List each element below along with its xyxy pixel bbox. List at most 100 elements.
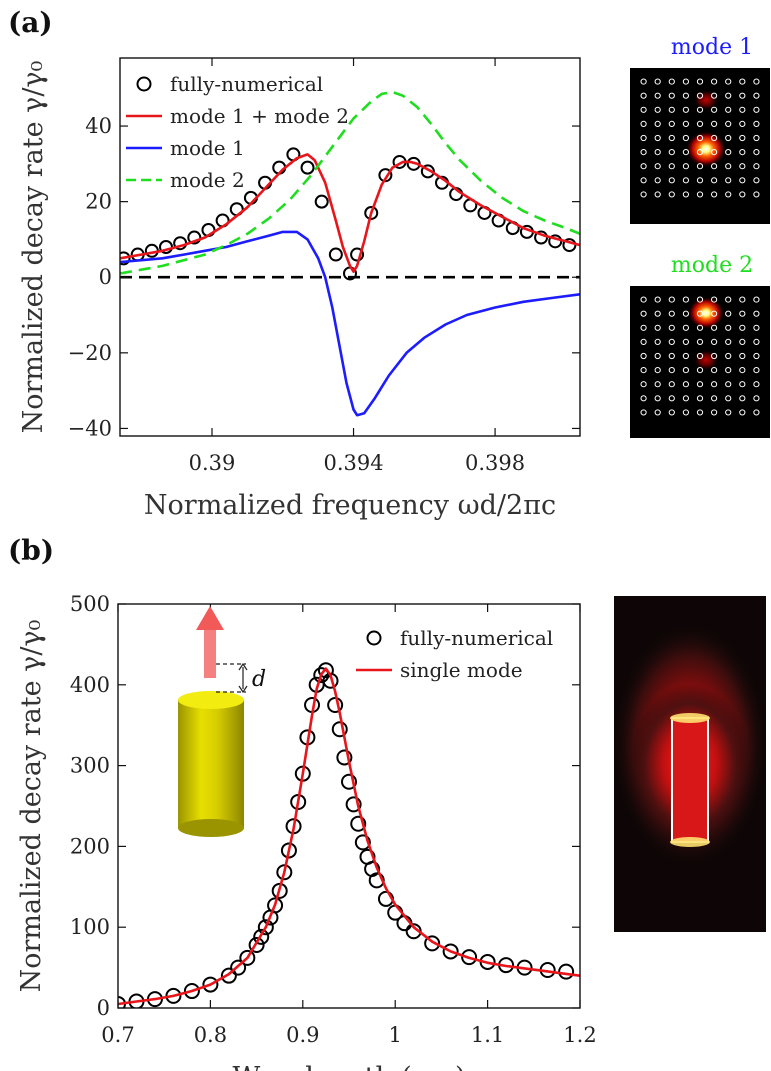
data-point-fully-numerical — [461, 949, 478, 966]
mode-2-label: mode 2 — [671, 253, 753, 278]
legend-marker — [136, 76, 152, 92]
lattice-rod — [668, 149, 675, 156]
lattice-rod — [753, 134, 760, 142]
lattice-rod — [654, 324, 661, 331]
lattice-rod — [739, 177, 746, 184]
lattice-rod — [668, 163, 675, 170]
lattice-rod — [668, 106, 675, 113]
lattice-rod — [753, 310, 760, 317]
x-tick-label: 0.394 — [323, 451, 383, 475]
lattice-rod — [682, 177, 689, 184]
lattice-rod — [725, 78, 732, 85]
panel-a-label: (a) — [8, 6, 53, 39]
legend-label: mode 1 + mode 2 — [170, 104, 349, 128]
lattice-rod — [753, 78, 760, 85]
y-tick-label: 0 — [97, 996, 110, 1020]
y-axis-label: Normalized decay rate γ/γ₀ — [18, 60, 49, 433]
data-point-fully-numerical — [420, 164, 435, 179]
lattice-rod — [640, 134, 647, 142]
series-line-single-mode — [118, 667, 580, 1006]
lattice-rod — [711, 149, 718, 156]
lattice-rod — [668, 134, 675, 142]
lattice-rod — [654, 120, 661, 127]
lattice-rod — [753, 92, 760, 99]
lattice-rod — [739, 163, 746, 170]
lattice-rod — [711, 120, 718, 127]
lattice-rod — [668, 120, 675, 127]
lattice-rod — [711, 92, 718, 99]
lattice-rod — [668, 409, 675, 416]
lattice-rod — [682, 381, 689, 388]
lattice-rod — [696, 367, 704, 374]
axes-frame — [119, 57, 581, 437]
lattice-rod — [682, 78, 689, 85]
lattice-rod — [711, 338, 718, 345]
y-tick-label: 200 — [70, 834, 110, 858]
lattice-rod — [696, 106, 704, 113]
lattice-rod — [668, 296, 675, 303]
y-tick-label: 400 — [70, 673, 110, 697]
lattice-rod — [696, 324, 704, 331]
y-axis-label: Normalized decay rate γ/γ₀ — [16, 619, 47, 992]
lattice-rod — [640, 120, 647, 127]
lattice-rod — [753, 120, 760, 127]
series-line-mode-2 — [120, 90, 580, 275]
lattice-rod — [668, 310, 675, 317]
x-tick-label: 1.1 — [471, 1023, 504, 1047]
chart-a: 0.39 0.394 0.398 −40 −20 0 20 40 Normalized freq… — [18, 57, 581, 521]
x-tick-label: 0.398 — [465, 451, 525, 475]
lattice-rod — [640, 191, 647, 198]
data-point-fully-numerical — [257, 919, 274, 936]
lattice-rod — [654, 106, 661, 113]
lattice-rod — [696, 149, 704, 156]
legend-label: single mode — [400, 658, 523, 682]
lattice-rod — [640, 310, 647, 317]
lattice-rod — [725, 106, 732, 113]
legend-label: fully-numerical — [400, 626, 553, 650]
data-point-fully-numerical — [442, 943, 459, 960]
lattice-rod — [725, 163, 732, 170]
data-point-fully-numerical — [341, 773, 357, 790]
lattice-rod — [753, 177, 760, 184]
lattice-rod — [711, 134, 718, 142]
data-point-fully-numerical — [354, 834, 371, 851]
lattice-rod — [711, 381, 718, 388]
lattice-rod — [668, 177, 675, 184]
single-mode-field-map — [614, 596, 766, 932]
data-point-fully-numerical — [187, 230, 202, 245]
lattice-rod — [711, 367, 718, 374]
y-tick-label: 40 — [85, 114, 112, 138]
lattice-rod — [739, 324, 746, 331]
lattice-rod — [711, 324, 718, 331]
lattice-rod — [711, 191, 718, 198]
lattice-rod — [682, 409, 689, 416]
data-point-fully-numerical — [220, 967, 237, 984]
data-point-fully-numerical — [345, 796, 362, 813]
y-tick-label: 300 — [70, 754, 110, 778]
lattice-rod — [725, 191, 732, 198]
lattice-rod — [668, 352, 675, 360]
lattice-rod — [640, 149, 647, 156]
lattice-rod — [739, 78, 746, 85]
lattice-rod — [725, 120, 732, 127]
lattice-rod — [682, 106, 689, 113]
lattice-rod — [654, 92, 661, 99]
mode-2-field-map — [630, 286, 770, 438]
axes-frame — [117, 603, 581, 1009]
lattice-rod — [640, 163, 647, 170]
lattice-rod — [682, 149, 689, 156]
legend-label: fully-numerical — [170, 72, 323, 96]
lattice-rod — [711, 409, 718, 416]
lattice-rod — [682, 134, 689, 142]
lattice-rod — [654, 395, 661, 402]
lattice-rod — [739, 395, 746, 402]
lattice-rod — [640, 367, 647, 374]
data-point-fully-numerical — [202, 976, 219, 993]
data-point-fully-numerical — [239, 949, 256, 966]
lattice-rod — [654, 338, 661, 345]
lattice-rod — [753, 395, 760, 402]
distance-d-label: d — [252, 667, 266, 692]
y-tick-label: 20 — [85, 190, 112, 214]
data-point-fully-numerical — [327, 697, 344, 713]
lattice-rod — [711, 352, 718, 360]
